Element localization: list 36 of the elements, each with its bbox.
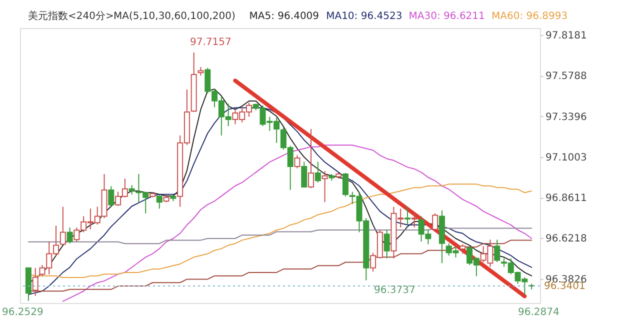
y-tick-label: 96.6218	[546, 234, 587, 245]
candlestick	[156, 194, 162, 210]
candlestick	[128, 184, 135, 196]
text: MA60: 96.8993	[492, 11, 568, 22]
y-tick-label: 97.8181	[546, 30, 587, 42]
candlestick	[404, 206, 410, 226]
annotation: 97.7157	[190, 37, 232, 48]
candlestick	[322, 170, 328, 203]
candlestick	[384, 230, 390, 259]
text: 96.2874	[518, 307, 560, 318]
annotation: 96.3737	[374, 285, 416, 296]
y-tick-label: 97.5788	[546, 71, 587, 82]
chart-title: 美元指数<240分>	[28, 10, 114, 22]
candlestick	[108, 186, 114, 206]
y-tick-label: 97.1003	[546, 152, 587, 164]
y-tick-label: 97.3396	[546, 112, 587, 123]
candlestick	[60, 206, 66, 245]
candlestick	[301, 161, 308, 188]
candlestick	[314, 161, 321, 183]
chart-subtitle: MA(5,10,30,60,100,200)	[114, 11, 236, 22]
text: MA30: 96.6211	[408, 11, 485, 22]
text: 96.2529	[2, 307, 44, 318]
candlestick	[494, 239, 500, 263]
candlestick	[342, 172, 348, 197]
y-tick-label: 96.8611	[546, 193, 587, 204]
candlestick	[308, 128, 314, 189]
candlestick	[460, 244, 466, 254]
candlestick	[432, 212, 438, 231]
line-series	[62, 144, 532, 302]
candlestick	[32, 267, 38, 296]
candlestick	[294, 154, 300, 169]
ref-line-label: 96.3401	[544, 281, 586, 292]
candlestick	[411, 212, 418, 228]
candlestick	[66, 226, 73, 244]
text: MA10: 96.4523	[326, 11, 402, 22]
text: MA5: 96.4009	[249, 11, 320, 22]
